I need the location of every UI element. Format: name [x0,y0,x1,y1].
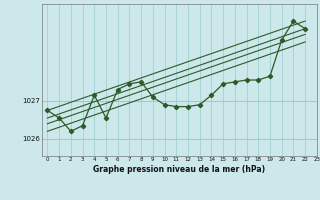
X-axis label: Graphe pression niveau de la mer (hPa): Graphe pression niveau de la mer (hPa) [93,165,265,174]
